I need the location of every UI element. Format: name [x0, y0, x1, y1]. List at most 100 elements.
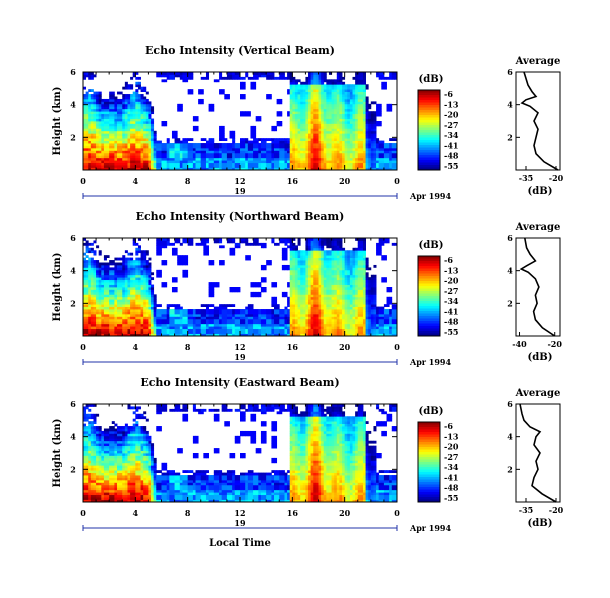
heatmap-cell — [109, 326, 113, 330]
heatmap-cell — [302, 155, 306, 159]
heatmap-cell — [263, 267, 267, 271]
heatmap-cell — [284, 152, 288, 156]
heatmap-cell — [135, 277, 139, 281]
heatmap-cell — [349, 143, 353, 146]
heatmap-cell — [93, 130, 97, 134]
heatmap-cell — [182, 323, 186, 327]
heatmap-cell — [119, 160, 123, 164]
heatmap-cell — [117, 113, 121, 117]
heatmap-cell — [389, 143, 393, 146]
heatmap-cell — [164, 165, 168, 168]
heatmap-cell — [253, 162, 257, 166]
heatmap-cell — [192, 128, 196, 132]
heatmap-cell — [145, 272, 149, 276]
heatmap-cell — [326, 116, 330, 119]
heatmap-cell — [310, 84, 314, 88]
heatmap-cell — [237, 145, 241, 149]
heatmap-cell — [357, 145, 361, 149]
heatmap-cell — [122, 255, 126, 258]
heatmap-cell — [143, 291, 147, 295]
heatmap-cell — [240, 162, 244, 166]
heatmap-cell — [96, 135, 100, 139]
heatmap-cell — [140, 328, 144, 332]
heatmap-cell — [140, 296, 144, 300]
heatmap-cell — [323, 165, 327, 168]
heatmap-cell — [355, 150, 359, 154]
heatmap-cell — [336, 94, 340, 97]
average-x-label: (dB) — [528, 186, 553, 197]
heatmap-cell — [135, 135, 139, 139]
heatmap-cell — [318, 113, 322, 117]
heatmap-cell — [281, 318, 285, 322]
heatmap-cell — [302, 125, 306, 129]
heatmap-cell — [169, 160, 173, 164]
heatmap-cell — [284, 331, 288, 334]
heatmap-cell — [203, 155, 207, 159]
heatmap-cell — [328, 152, 332, 156]
colorbar-swatch — [418, 97, 440, 101]
heatmap-cell — [83, 269, 87, 273]
heatmap-cell — [174, 331, 178, 334]
heatmap-cell — [245, 326, 249, 330]
heatmap-cell — [177, 304, 181, 307]
heatmap-cell — [90, 160, 94, 164]
heatmap-cell — [158, 272, 162, 276]
heatmap-cell — [205, 250, 209, 254]
heatmap-cell — [124, 157, 128, 161]
heatmap-cell — [344, 111, 348, 115]
heatmap-cell — [339, 160, 343, 164]
heatmap-cell — [344, 84, 348, 88]
heatmap-cell — [386, 106, 390, 110]
heatmap-cell — [101, 167, 105, 171]
heatmap-cell — [326, 111, 330, 115]
heatmap-cell — [88, 98, 92, 102]
heatmap-cell — [216, 162, 220, 166]
heatmap-cell — [177, 167, 181, 171]
heatmap-cell — [185, 165, 189, 168]
heatmap-cell — [221, 135, 225, 139]
heatmap-cell — [308, 89, 312, 92]
heatmap-cell — [124, 155, 128, 159]
heatmap-cell — [103, 116, 107, 119]
heatmap-cell — [302, 138, 306, 141]
heatmap-cell — [308, 147, 312, 151]
heatmap-cell — [85, 321, 89, 325]
heatmap-cell — [205, 328, 209, 332]
heatmap-cell — [365, 160, 369, 164]
heatmap-cell — [315, 165, 319, 168]
heatmap-cell — [331, 162, 335, 166]
heatmap-cell — [98, 118, 102, 122]
heatmap-cell — [370, 140, 374, 144]
heatmap-cell — [145, 309, 149, 312]
heatmap-cell — [232, 165, 236, 168]
heatmap-cell — [90, 125, 94, 129]
heatmap-cell — [135, 287, 139, 290]
heatmap-cell — [336, 81, 340, 85]
heatmap-cell — [219, 311, 223, 315]
y-tick-label: 6 — [70, 67, 76, 77]
heatmap-cell — [305, 145, 309, 149]
heatmap-cell — [284, 155, 288, 159]
heatmap-cell — [305, 116, 309, 119]
heatmap-cell — [344, 106, 348, 110]
heatmap-cell — [127, 287, 131, 290]
heatmap-cell — [122, 282, 126, 285]
heatmap-cell — [263, 279, 267, 283]
heatmap-cell — [336, 150, 340, 154]
heatmap-cell — [145, 296, 149, 300]
heatmap-cell — [114, 289, 118, 293]
heatmap-cell — [394, 143, 398, 146]
heatmap-cell — [179, 155, 183, 159]
heatmap-cell — [313, 81, 317, 85]
heatmap-cell — [365, 152, 369, 156]
heatmap-cell — [140, 150, 144, 154]
heatmap-cell — [137, 301, 141, 305]
heatmap-cell — [148, 162, 152, 166]
heatmap-cell — [247, 311, 251, 315]
heatmap-cell — [127, 296, 131, 300]
heatmap-cell — [213, 282, 217, 285]
heatmap-cell — [135, 323, 139, 327]
heatmap-cell — [287, 321, 291, 325]
heatmap-cell — [237, 155, 241, 159]
heatmap-cell — [336, 130, 340, 134]
